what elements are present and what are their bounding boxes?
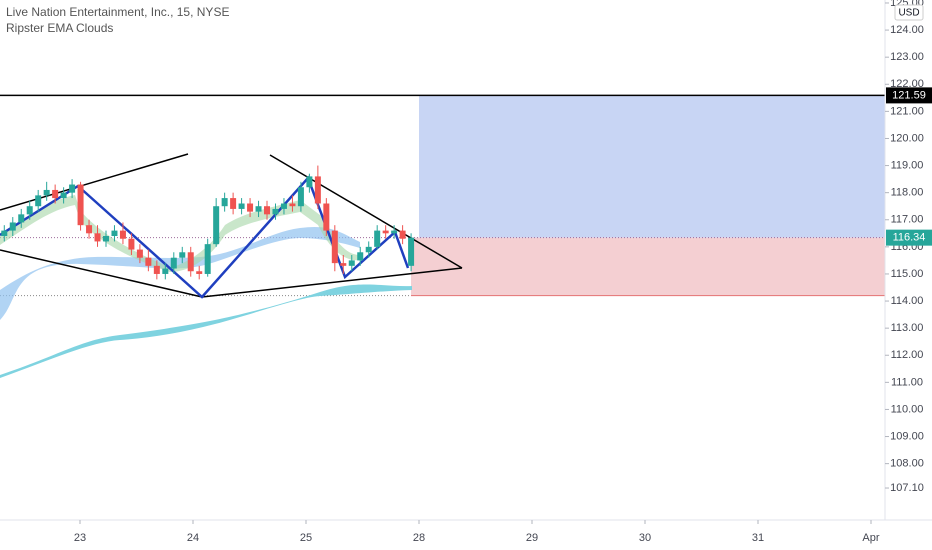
candle-body	[128, 238, 135, 250]
ema-cloud-slow	[0, 284, 412, 378]
candle-body	[280, 203, 287, 209]
stop-zone	[410, 237, 885, 296]
y-tick-label: 113.00	[891, 322, 924, 334]
x-tick-label: 31	[752, 532, 764, 544]
candle-body	[102, 236, 109, 242]
candle-body	[162, 268, 169, 274]
x-tick-label: 29	[526, 532, 538, 544]
candle-body	[69, 184, 76, 193]
candle-body	[382, 230, 389, 234]
y-tick-label: 125.00	[890, 0, 924, 9]
candle-body	[357, 252, 364, 261]
candle-body	[247, 203, 254, 212]
x-tick-label: 23	[74, 532, 86, 544]
target-price-label-box	[886, 87, 932, 104]
candle-body	[272, 208, 279, 215]
candle-body	[374, 230, 381, 247]
y-tick-label: 114.00	[891, 295, 924, 307]
candle-body	[221, 198, 228, 207]
trendline	[0, 153, 189, 211]
x-tick-label: Apr	[862, 532, 879, 544]
trendline	[201, 267, 463, 298]
candle-body	[238, 203, 245, 209]
chart-title: Live Nation Entertainment, Inc., 15, NYS…	[6, 5, 229, 19]
y-tick-label: 123.00	[890, 51, 924, 63]
x-tick-label: 24	[187, 532, 199, 544]
candle-body	[323, 203, 330, 231]
candle-body	[119, 230, 126, 239]
y-tick-label: 120.00	[890, 132, 924, 144]
candle-body	[391, 230, 398, 234]
y-tick-label: 112.00	[891, 349, 924, 361]
x-tick-label: 30	[639, 532, 651, 544]
candle-body	[196, 271, 203, 274]
candle-body	[35, 195, 42, 207]
trendline	[269, 154, 463, 269]
candle-body	[213, 206, 220, 245]
target-price-label: 121.59	[892, 89, 926, 101]
candle-body	[179, 252, 186, 258]
candle-body	[111, 230, 118, 237]
trendlines	[0, 153, 463, 298]
ema-cloud-mid	[0, 226, 360, 320]
candle-body	[297, 187, 304, 207]
candle-body	[153, 265, 160, 274]
y-tick-label: 118.00	[891, 187, 924, 199]
x-tick-label: 25	[300, 532, 312, 544]
candle-body	[365, 246, 372, 253]
candle-body	[18, 214, 25, 223]
candle-body	[9, 222, 16, 231]
y-tick-label: 109.00	[890, 430, 924, 442]
candle-body	[314, 176, 321, 204]
trendline	[0, 249, 203, 298]
indicator-name: Ripster EMA Clouds	[6, 21, 113, 35]
y-tick-label: 107.10	[890, 482, 924, 494]
y-tick-label: 124.00	[890, 24, 924, 36]
candle-body	[399, 230, 406, 239]
candle-body	[255, 206, 262, 212]
candle-body	[348, 260, 355, 266]
candle-body	[77, 184, 84, 226]
candle-body	[26, 206, 33, 215]
y-tick-label: 121.00	[890, 105, 924, 117]
candle-body	[43, 189, 50, 196]
candle-body	[52, 189, 59, 199]
y-tick-label: 119.00	[891, 159, 924, 171]
candle-body	[1, 230, 8, 237]
y-tick-label: 111.00	[891, 376, 923, 388]
candle-body	[187, 252, 194, 272]
y-tick-label: 110.00	[891, 403, 924, 415]
currency: USD	[898, 8, 919, 19]
candle-body	[136, 249, 143, 258]
candle-body	[340, 263, 347, 266]
candle-body	[204, 244, 211, 274]
currency-box	[894, 4, 924, 21]
y-tick-label: 108.00	[890, 458, 924, 470]
candle-body	[306, 176, 313, 188]
y-tick-label: 117.00	[891, 214, 924, 226]
y-tick-label: 115.00	[891, 268, 924, 280]
candle-body	[86, 225, 93, 234]
candle-body	[408, 237, 415, 266]
candle-body	[170, 257, 177, 269]
background-layer	[0, 94, 885, 297]
candle-body	[94, 233, 101, 242]
target-zone	[418, 95, 885, 238]
candle-body	[230, 198, 237, 209]
last-price-label: 116.34	[893, 232, 926, 244]
last-price-label-box	[886, 229, 932, 246]
candle-body	[145, 257, 152, 266]
candle-body	[331, 230, 338, 264]
candle-body	[264, 206, 271, 215]
y-tick-label: 122.00	[890, 78, 924, 90]
candle-body	[289, 203, 296, 207]
time-axis	[0, 520, 885, 550]
candle-body	[60, 192, 67, 199]
x-tick-label: 28	[413, 532, 425, 544]
